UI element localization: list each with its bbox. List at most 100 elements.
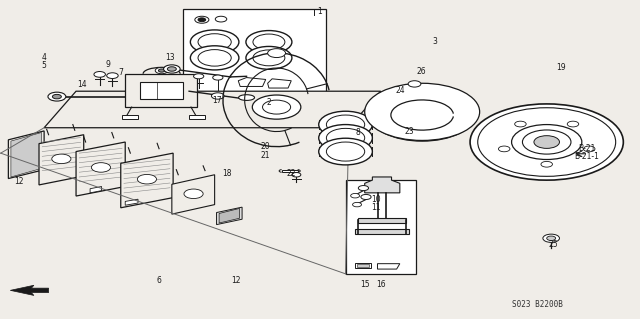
Text: 16: 16 (376, 279, 385, 288)
Circle shape (443, 108, 452, 114)
Polygon shape (90, 187, 102, 193)
Polygon shape (76, 142, 125, 196)
Circle shape (567, 121, 579, 127)
Circle shape (246, 31, 292, 53)
Circle shape (470, 104, 623, 180)
Polygon shape (219, 208, 239, 223)
Polygon shape (125, 74, 197, 107)
Circle shape (370, 89, 474, 141)
Circle shape (522, 130, 571, 154)
Circle shape (351, 194, 360, 198)
Text: S023 B2200B: S023 B2200B (512, 300, 563, 309)
Text: 20: 20 (261, 142, 271, 151)
Circle shape (534, 136, 559, 148)
Polygon shape (172, 175, 214, 214)
Polygon shape (122, 115, 138, 119)
Bar (182, 9, 326, 93)
Circle shape (211, 93, 224, 99)
Circle shape (477, 108, 616, 176)
Circle shape (164, 65, 180, 73)
Polygon shape (282, 170, 298, 172)
Circle shape (417, 99, 428, 104)
Polygon shape (357, 264, 369, 267)
Circle shape (198, 34, 231, 50)
Bar (346, 180, 416, 274)
Text: B-21-1: B-21-1 (575, 152, 600, 161)
Text: 22: 22 (287, 169, 296, 178)
Circle shape (584, 146, 595, 152)
Circle shape (326, 115, 365, 134)
Circle shape (252, 95, 301, 119)
Circle shape (193, 74, 204, 79)
Circle shape (92, 163, 111, 172)
Circle shape (168, 67, 176, 71)
Text: 5: 5 (42, 61, 47, 70)
Polygon shape (44, 91, 381, 128)
Text: 18: 18 (223, 169, 232, 178)
Circle shape (190, 46, 239, 70)
Ellipse shape (239, 95, 255, 100)
Circle shape (195, 16, 209, 23)
Polygon shape (121, 153, 173, 208)
Circle shape (107, 73, 118, 78)
Polygon shape (365, 177, 400, 193)
Polygon shape (11, 132, 42, 177)
Polygon shape (189, 115, 205, 119)
Circle shape (253, 50, 285, 66)
Text: 15: 15 (360, 279, 369, 288)
Circle shape (413, 110, 432, 120)
Text: 6: 6 (157, 276, 161, 285)
Circle shape (159, 69, 165, 72)
Circle shape (499, 146, 510, 152)
Circle shape (404, 106, 440, 124)
Circle shape (184, 189, 203, 198)
Circle shape (541, 161, 552, 167)
Circle shape (319, 138, 372, 165)
Circle shape (353, 202, 362, 207)
Text: 4: 4 (42, 53, 47, 62)
Circle shape (246, 47, 292, 69)
Polygon shape (358, 218, 406, 223)
Text: 10: 10 (371, 195, 381, 204)
Text: 9: 9 (106, 60, 111, 69)
Circle shape (138, 174, 157, 184)
Text: 17: 17 (212, 96, 221, 105)
Circle shape (52, 154, 71, 164)
Text: 12: 12 (14, 177, 23, 186)
Text: 2: 2 (266, 98, 271, 107)
Circle shape (94, 71, 106, 77)
Text: 1: 1 (317, 7, 323, 16)
Polygon shape (355, 263, 371, 268)
Polygon shape (125, 199, 138, 205)
Circle shape (326, 142, 365, 161)
Circle shape (543, 234, 559, 242)
Polygon shape (355, 229, 410, 234)
Text: 11: 11 (371, 203, 381, 212)
Circle shape (268, 49, 285, 57)
Circle shape (198, 18, 205, 22)
Circle shape (365, 83, 479, 140)
Text: 19: 19 (557, 63, 566, 72)
Circle shape (326, 128, 365, 147)
Circle shape (212, 75, 223, 80)
Circle shape (361, 195, 371, 199)
Polygon shape (10, 285, 49, 295)
Circle shape (190, 30, 239, 54)
Circle shape (384, 96, 461, 134)
Circle shape (262, 100, 291, 114)
Circle shape (253, 34, 285, 50)
Circle shape (215, 16, 227, 22)
Circle shape (392, 108, 402, 114)
Circle shape (547, 236, 556, 241)
Text: 24: 24 (395, 86, 404, 95)
Circle shape (358, 186, 369, 191)
Text: 7: 7 (118, 68, 123, 77)
Circle shape (319, 124, 372, 151)
Polygon shape (39, 135, 84, 185)
Polygon shape (216, 207, 242, 225)
Circle shape (198, 50, 231, 66)
Circle shape (433, 123, 443, 128)
Circle shape (515, 121, 526, 127)
Circle shape (401, 123, 412, 128)
Text: 12: 12 (231, 276, 241, 285)
